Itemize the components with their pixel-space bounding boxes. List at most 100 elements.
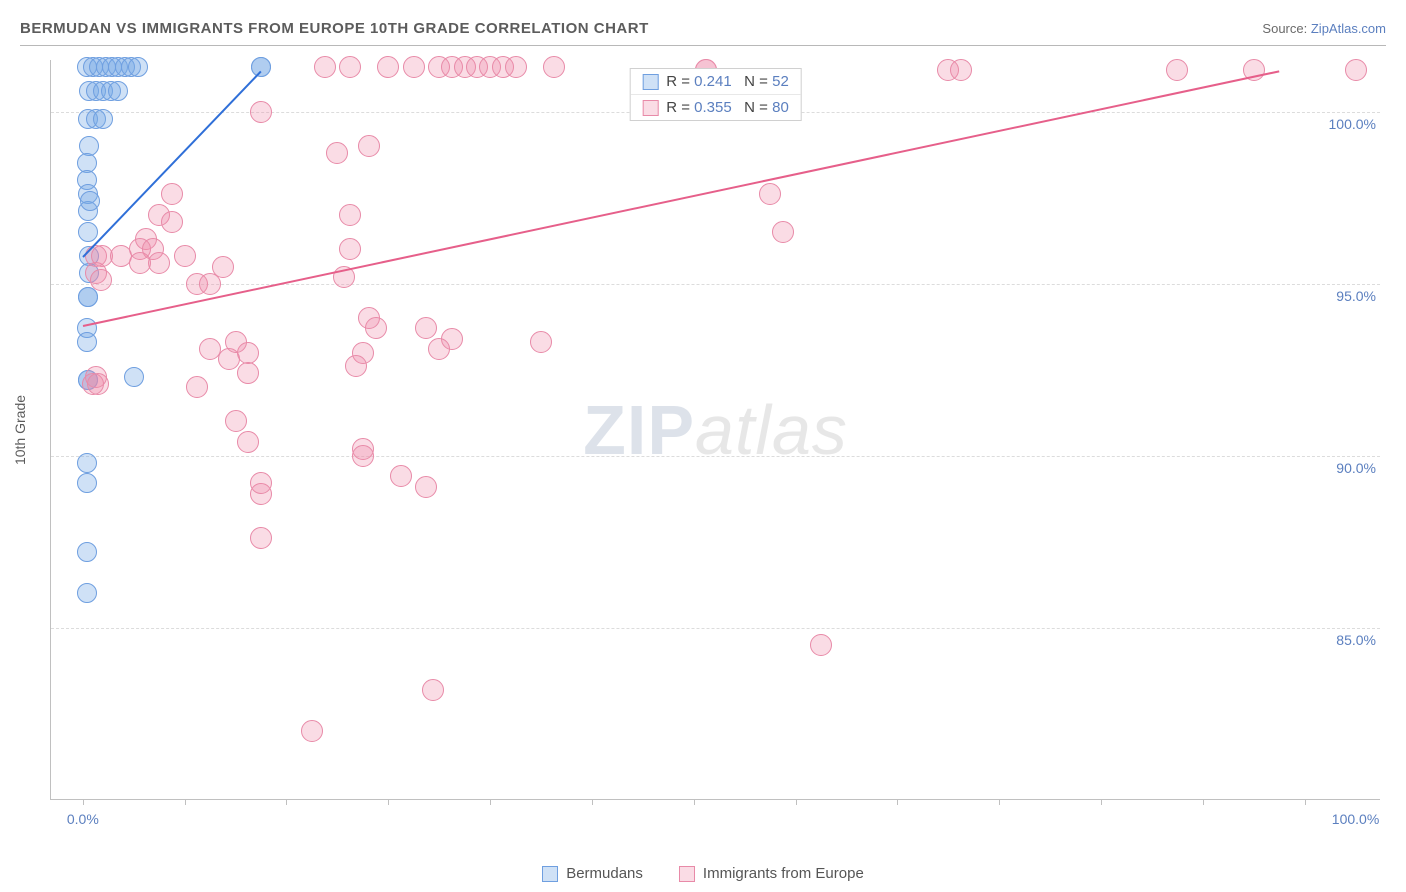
- data-point: [415, 317, 437, 339]
- data-point: [358, 135, 380, 157]
- data-point: [77, 332, 97, 352]
- data-point: [108, 81, 128, 101]
- data-point: [530, 331, 552, 353]
- data-point: [250, 101, 272, 123]
- x-tick-mark: [83, 799, 84, 805]
- data-point: [950, 59, 972, 81]
- data-point: [148, 252, 170, 274]
- gridline: [51, 284, 1380, 285]
- stats-text: R = 0.241 N = 52: [666, 73, 789, 90]
- x-tick-mark: [694, 799, 695, 805]
- data-point: [161, 211, 183, 233]
- data-point: [128, 57, 148, 77]
- x-tick-mark: [897, 799, 898, 805]
- legend-label: Immigrants from Europe: [703, 865, 864, 882]
- y-axis-label: 10th Grade: [12, 395, 28, 465]
- legend-swatch: [642, 100, 658, 116]
- data-point: [250, 472, 272, 494]
- x-tick-mark: [1203, 799, 1204, 805]
- legend-item: Immigrants from Europe: [679, 865, 864, 882]
- x-tick-mark: [796, 799, 797, 805]
- data-point: [161, 183, 183, 205]
- x-tick-mark: [1305, 799, 1306, 805]
- data-point: [301, 720, 323, 742]
- data-point: [77, 542, 97, 562]
- legend-swatch: [642, 74, 658, 90]
- source-value: ZipAtlas.com: [1311, 21, 1386, 36]
- data-point: [339, 56, 361, 78]
- stats-row: R = 0.241 N = 52: [630, 69, 801, 95]
- chart-title: BERMUDAN VS IMMIGRANTS FROM EUROPE 10TH …: [20, 20, 649, 37]
- data-point: [759, 183, 781, 205]
- data-point: [174, 245, 196, 267]
- data-point: [339, 204, 361, 226]
- data-point: [377, 56, 399, 78]
- legend-label: Bermudans: [566, 865, 643, 882]
- data-point: [212, 256, 234, 278]
- y-tick-label: 100.0%: [1329, 116, 1376, 132]
- stats-row: R = 0.355 N = 80: [630, 95, 801, 120]
- data-point: [358, 307, 380, 329]
- data-point: [78, 222, 98, 242]
- legend-item: Bermudans: [542, 865, 643, 882]
- legend-swatch: [542, 866, 558, 882]
- data-point: [124, 367, 144, 387]
- stats-text: R = 0.355 N = 80: [666, 99, 789, 116]
- title-bar: BERMUDAN VS IMMIGRANTS FROM EUROPE 10TH …: [20, 18, 1386, 46]
- data-point: [415, 476, 437, 498]
- x-tick-mark: [490, 799, 491, 805]
- x-tick-mark: [286, 799, 287, 805]
- data-point: [77, 453, 97, 473]
- data-point: [428, 338, 450, 360]
- source: Source: ZipAtlas.com: [1262, 21, 1386, 36]
- bottom-legend: Bermudans Immigrants from Europe: [0, 865, 1406, 882]
- data-point: [250, 527, 272, 549]
- x-tick-mark: [388, 799, 389, 805]
- y-tick-label: 90.0%: [1336, 460, 1376, 476]
- gridline: [51, 456, 1380, 457]
- data-point: [352, 445, 374, 467]
- data-point: [93, 109, 113, 129]
- watermark: ZIPatlas: [583, 390, 848, 470]
- data-point: [77, 583, 97, 603]
- data-point: [225, 331, 247, 353]
- data-point: [251, 57, 271, 77]
- y-tick-label: 85.0%: [1336, 632, 1376, 648]
- x-tick-mark: [592, 799, 593, 805]
- x-tick-label: 100.0%: [1332, 811, 1379, 827]
- data-point: [78, 287, 98, 307]
- data-point: [225, 410, 247, 432]
- data-point: [87, 373, 109, 395]
- data-point: [326, 142, 348, 164]
- data-point: [110, 245, 132, 267]
- gridline: [51, 628, 1380, 629]
- data-point: [314, 56, 336, 78]
- data-point: [186, 376, 208, 398]
- data-point: [390, 465, 412, 487]
- x-tick-mark: [185, 799, 186, 805]
- data-point: [80, 191, 100, 211]
- chart-area: 10th Grade ZIPatlas R = 0.241 N = 52R = …: [50, 60, 1380, 800]
- data-point: [237, 431, 259, 453]
- data-point: [129, 252, 151, 274]
- y-tick-label: 95.0%: [1336, 288, 1376, 304]
- x-tick-mark: [999, 799, 1000, 805]
- data-point: [403, 56, 425, 78]
- legend-swatch: [679, 866, 695, 882]
- data-point: [339, 238, 361, 260]
- plot-area: ZIPatlas R = 0.241 N = 52 R = 0.355 N = 8…: [50, 60, 1380, 800]
- data-point: [1345, 59, 1367, 81]
- data-point: [543, 56, 565, 78]
- data-point: [505, 56, 527, 78]
- x-tick-mark: [1101, 799, 1102, 805]
- data-point: [772, 221, 794, 243]
- data-point: [422, 679, 444, 701]
- data-point: [1166, 59, 1188, 81]
- stats-legend: R = 0.241 N = 52 R = 0.355 N = 80: [629, 68, 802, 121]
- data-point: [810, 634, 832, 656]
- data-point: [237, 362, 259, 384]
- data-point: [345, 355, 367, 377]
- x-tick-label: 0.0%: [67, 811, 99, 827]
- data-point: [77, 473, 97, 493]
- data-point: [90, 269, 112, 291]
